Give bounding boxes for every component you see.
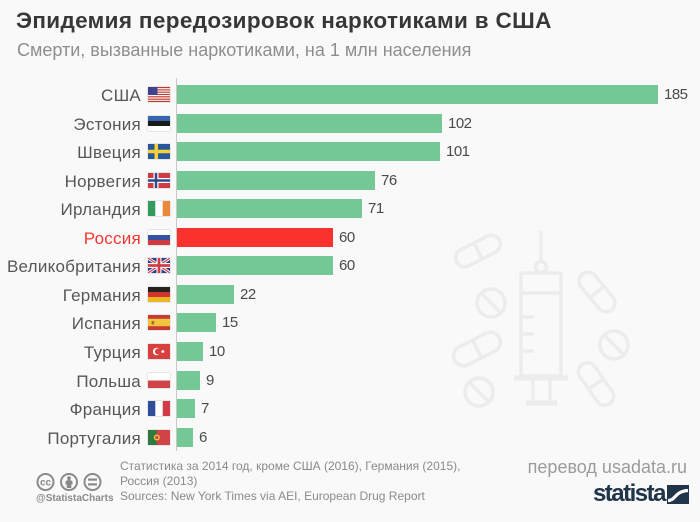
svg-text:cc: cc: [40, 478, 52, 489]
